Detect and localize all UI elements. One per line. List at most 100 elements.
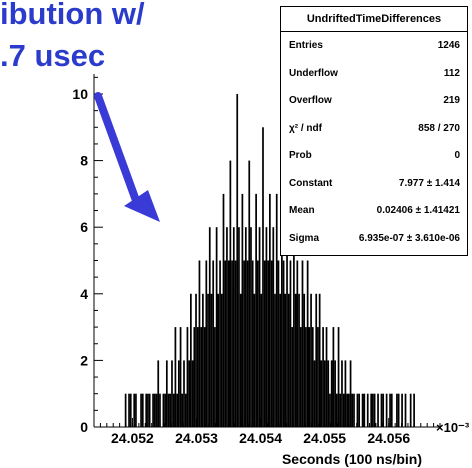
histogram-bin xyxy=(380,393,383,427)
histogram-bin xyxy=(232,227,235,427)
x-axis-multiplier: ×10⁻³ xyxy=(436,420,470,435)
stats-row-value: 112 xyxy=(443,67,460,79)
histogram-bin xyxy=(341,360,343,427)
stats-row-label: χ² / ndf xyxy=(289,122,322,134)
histogram-bin xyxy=(373,393,376,427)
histogram-bin xyxy=(260,293,263,427)
stats-row-label: Constant xyxy=(289,177,333,189)
histogram-bin xyxy=(281,227,283,427)
stats-row-label: Mean xyxy=(289,205,315,217)
histogram-bin xyxy=(330,360,333,427)
histogram-bin xyxy=(141,393,144,427)
histogram-bin xyxy=(226,227,228,427)
histogram-bin xyxy=(205,260,208,427)
stats-row-value: 0 xyxy=(454,150,460,162)
histogram-bin xyxy=(286,227,288,427)
y-axis-ticks: 0 2 4 6 8 10 xyxy=(72,76,103,435)
histogram-bin xyxy=(282,260,285,427)
histogram-bin xyxy=(229,160,232,427)
histogram-bin xyxy=(220,293,223,427)
histogram-bin xyxy=(265,227,268,427)
stats-row-value: 1246 xyxy=(437,40,460,52)
histogram-bin xyxy=(241,193,244,427)
histogram-bin xyxy=(327,360,330,427)
histogram-bin xyxy=(313,360,316,427)
histogram-bin xyxy=(184,393,187,427)
histogram-bin xyxy=(179,327,182,427)
stats-row-value: 0.02406 ± 1.41421 xyxy=(376,205,460,217)
histogram-bin xyxy=(301,260,304,427)
histogram-bin xyxy=(274,293,276,427)
stats-row: Prob 0 xyxy=(281,142,467,170)
histogram-bin xyxy=(342,393,345,427)
stats-row: Entries 1246 xyxy=(281,32,467,60)
histogram-bin xyxy=(190,293,192,427)
histogram-bin xyxy=(311,327,314,427)
histogram-bin xyxy=(305,327,307,427)
histogram-bin xyxy=(308,327,311,427)
histogram-bin xyxy=(188,360,191,427)
histogram-bin xyxy=(234,260,237,427)
histogram-bin xyxy=(147,393,149,427)
histogram-bin xyxy=(277,260,280,427)
histogram-bin xyxy=(250,227,252,427)
annotation-arrow xyxy=(94,92,160,222)
histogram-bin xyxy=(334,360,336,427)
histogram-bin xyxy=(390,393,393,427)
histogram-bin xyxy=(214,327,216,427)
histogram-bin xyxy=(236,93,239,427)
stats-row-label: Underflow xyxy=(289,67,338,79)
x-tick-label: 24.052 xyxy=(111,430,154,446)
stats-row: Mean 0.02406 ± 1.41421 xyxy=(281,197,467,225)
histogram-bin xyxy=(255,193,257,427)
stats-row-value: 858 / 270 xyxy=(418,122,460,134)
stats-row-label: Entries xyxy=(289,40,323,52)
histogram-bin xyxy=(256,260,259,427)
stats-row: Overflow 219 xyxy=(281,87,467,115)
histogram-bin xyxy=(363,393,366,427)
histogram-bin xyxy=(404,393,407,427)
histogram-bin xyxy=(181,393,184,427)
histogram-bin xyxy=(145,393,148,427)
histogram-bin xyxy=(165,360,168,427)
stats-row-value: 7.977 ± 1.414 xyxy=(398,177,460,189)
histogram-bin xyxy=(287,293,290,427)
histogram-bin xyxy=(396,393,398,427)
histogram-bin xyxy=(227,260,230,427)
histogram-bin xyxy=(202,293,204,427)
histogram-bin xyxy=(157,360,160,427)
histogram-bin xyxy=(148,393,151,427)
annotation-arrow-stem xyxy=(94,92,142,210)
histogram-bin xyxy=(231,260,233,427)
histogram-bin xyxy=(351,393,354,427)
stats-row: Constant 7.977 ± 1.414 xyxy=(281,170,467,198)
histogram-bin xyxy=(258,227,261,427)
histogram-bin xyxy=(191,360,194,427)
histogram-bin xyxy=(171,360,173,427)
histogram-bin xyxy=(329,393,331,427)
annotation-title-line2: .7 usec xyxy=(0,38,106,73)
histogram-bin xyxy=(208,227,211,427)
histogram-bin xyxy=(346,393,348,427)
histogram-bin xyxy=(159,393,161,427)
histogram-bin xyxy=(372,393,374,427)
histogram-bin xyxy=(200,327,203,427)
histogram-bin xyxy=(153,393,156,427)
histogram-bin xyxy=(203,327,206,427)
histogram-bin xyxy=(239,293,242,427)
histogram-bin xyxy=(298,293,300,427)
stats-row-label: Overflow xyxy=(289,95,332,107)
histogram-bin xyxy=(356,393,359,427)
histogram-bin xyxy=(193,327,196,427)
x-tick-label: 24.054 xyxy=(239,430,282,446)
histogram-bin xyxy=(152,393,154,427)
histogram-bin xyxy=(196,327,199,427)
histogram-bin xyxy=(198,260,201,427)
histogram-bin xyxy=(289,260,292,427)
histogram-bin xyxy=(176,393,178,427)
histogram-bin xyxy=(177,360,180,427)
histogram-bin xyxy=(248,160,251,427)
histogram-bin xyxy=(162,393,165,427)
x-axis-ticks: 24.052 24.053 24.054 24.055 24.056 xyxy=(99,418,441,446)
histogram-bin xyxy=(291,327,294,427)
